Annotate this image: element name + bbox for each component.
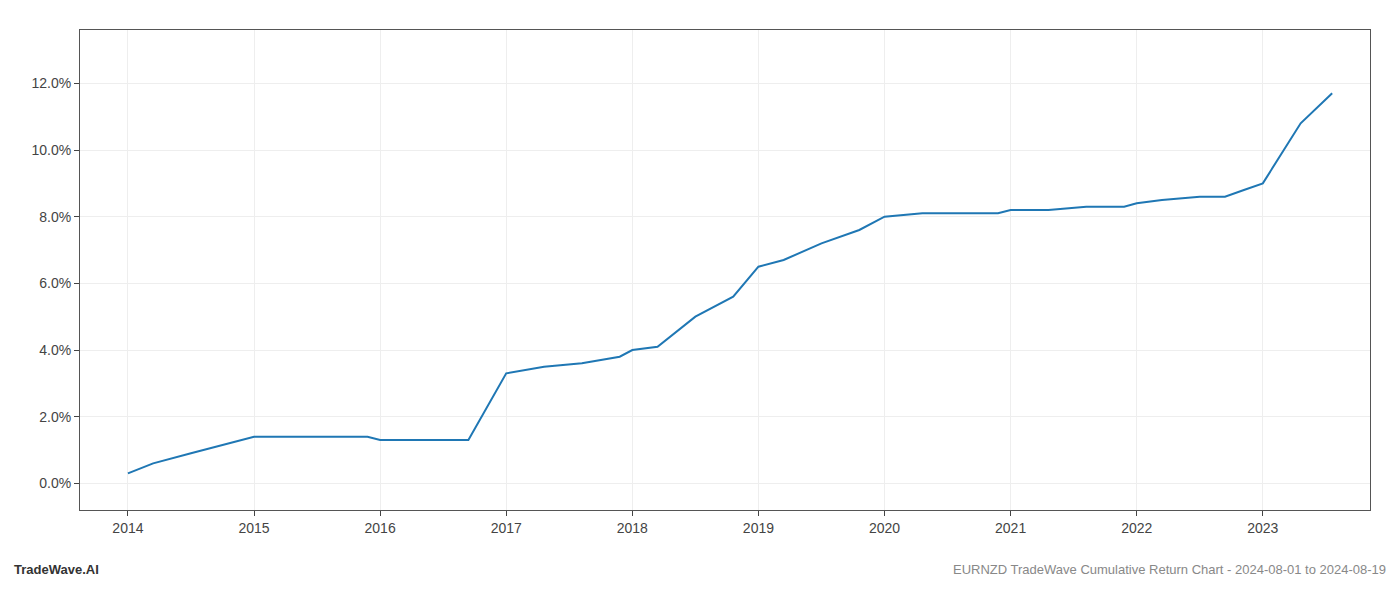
svg-text:2018: 2018 [617,520,648,536]
svg-text:2023: 2023 [1247,520,1278,536]
svg-text:EURNZD TradeWave Cumulative Re: EURNZD TradeWave Cumulative Return Chart… [953,562,1386,577]
svg-text:8.0%: 8.0% [39,209,71,225]
svg-text:2019: 2019 [743,520,774,536]
svg-text:2.0%: 2.0% [39,409,71,425]
svg-text:10.0%: 10.0% [31,142,71,158]
svg-text:2020: 2020 [869,520,900,536]
svg-text:2017: 2017 [491,520,522,536]
svg-text:0.0%: 0.0% [39,475,71,491]
svg-text:6.0%: 6.0% [39,275,71,291]
svg-text:2015: 2015 [238,520,269,536]
svg-text:2014: 2014 [112,520,143,536]
svg-text:2021: 2021 [995,520,1026,536]
svg-text:2022: 2022 [1121,520,1152,536]
svg-text:2016: 2016 [365,520,396,536]
svg-text:TradeWave.AI: TradeWave.AI [14,562,99,577]
svg-text:4.0%: 4.0% [39,342,71,358]
svg-text:12.0%: 12.0% [31,75,71,91]
